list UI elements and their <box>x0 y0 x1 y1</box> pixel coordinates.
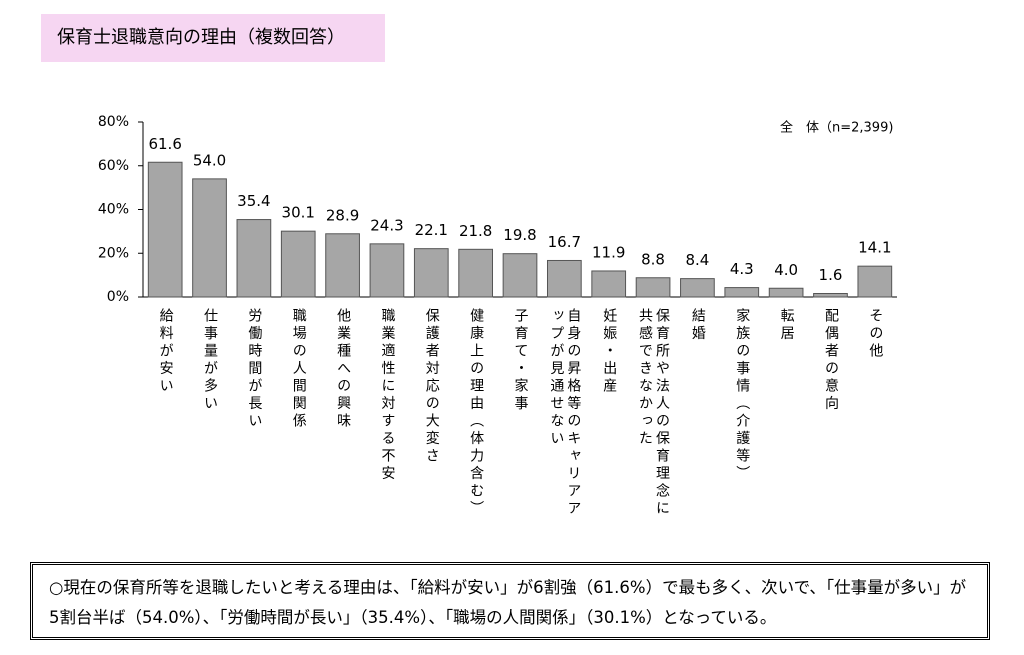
summary: ○現在の保育所等を退職したいと考える理由は、「給料が安い」が6割強（61.6%）… <box>30 562 990 640</box>
x-tick-label: 職業適性に対する不安 <box>379 308 396 483</box>
bar <box>680 278 715 298</box>
bar <box>546 259 582 298</box>
value-label: 8.4 <box>685 251 709 269</box>
value-label: 22.1 <box>415 221 448 239</box>
x-tick-label: 他業種への興味 <box>335 308 352 431</box>
x-tick-label: 転居 <box>778 308 795 343</box>
x-tick-label: 妊娠・出産 <box>601 308 618 396</box>
value-label: 1.6 <box>819 266 843 284</box>
value-label: 30.1 <box>282 204 315 222</box>
x-tick-label: 保護者対応の大変さ <box>423 308 440 466</box>
x-tick-label: 結婚 <box>689 308 706 343</box>
y-tick-label: 20% <box>98 245 129 261</box>
y-tick-label: 0% <box>107 289 129 305</box>
x-tick-label: 家族の事情（介護等） <box>734 308 751 483</box>
y-tick-label: 60% <box>98 158 129 174</box>
x-tick-label: 仕事量が多い <box>202 308 219 413</box>
x-tick-label: 職場の人間関係 <box>290 308 307 431</box>
chart-title: 保育士退職意向の理由（複数回答） <box>41 14 385 62</box>
value-label: 54.0 <box>193 151 226 169</box>
bar <box>635 277 671 298</box>
value-label: 61.6 <box>148 135 181 153</box>
value-label: 28.9 <box>326 206 359 224</box>
value-label: 8.8 <box>641 250 665 268</box>
value-label: 4.3 <box>730 260 754 278</box>
bar <box>724 287 760 298</box>
y-tick-label: 80% <box>98 114 129 130</box>
x-tick-label: その他 <box>867 308 884 361</box>
value-label: 11.9 <box>592 243 625 261</box>
bar <box>768 287 804 298</box>
bar <box>280 230 316 298</box>
y-tick-label: 40% <box>98 202 129 218</box>
bar <box>325 233 360 298</box>
value-label: 14.1 <box>858 239 891 257</box>
bar <box>369 243 405 298</box>
bar <box>236 219 272 298</box>
value-label: 24.3 <box>370 216 403 234</box>
value-label: 4.0 <box>774 261 798 279</box>
bar <box>192 178 227 298</box>
x-tick-label: 保育所や法人の保育理念に共感できなかった <box>637 308 671 518</box>
x-tick-label: 配偶者の意向 <box>822 308 839 413</box>
bar <box>458 248 494 298</box>
bar <box>502 253 538 298</box>
bar <box>591 270 627 298</box>
value-label: 35.4 <box>237 192 270 210</box>
bar <box>857 265 893 298</box>
annotation: 全 体（n=2,399) <box>780 120 893 136</box>
x-tick-label: 健康上の理由（体力含む） <box>468 308 485 518</box>
x-tick-label: 給料が安い <box>157 308 174 396</box>
value-label: 16.7 <box>548 233 581 251</box>
bar <box>813 293 848 298</box>
bar <box>413 248 449 298</box>
x-tick-label: 自身の昇格等のキャリアアップが見通せない <box>548 308 582 518</box>
value-label: 21.8 <box>459 222 492 240</box>
x-tick-label: 労働時間が長い <box>246 308 263 431</box>
x-tick-label: 子育て・家事 <box>512 308 529 413</box>
bar <box>147 161 183 298</box>
value-label: 19.8 <box>503 226 536 244</box>
